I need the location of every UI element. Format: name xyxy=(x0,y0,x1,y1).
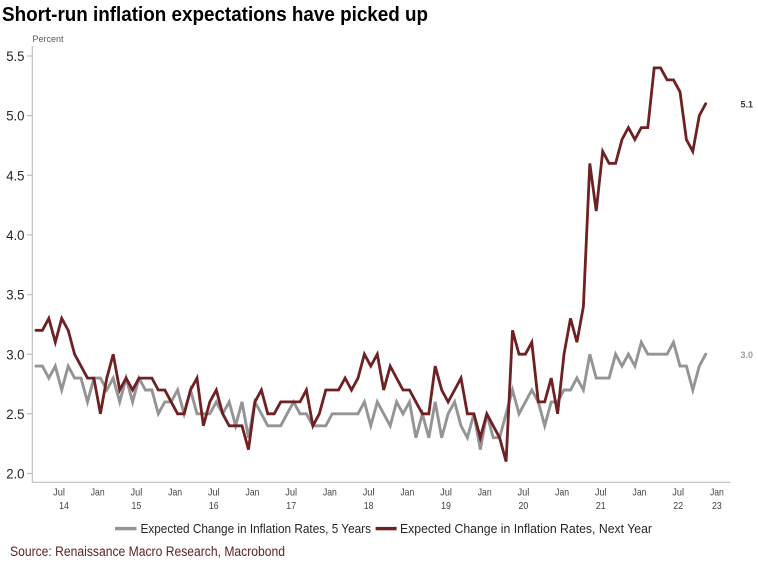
svg-text:Jan: Jan xyxy=(246,487,260,498)
svg-text:5.5: 5.5 xyxy=(6,48,25,64)
svg-text:Jul: Jul xyxy=(363,487,375,498)
svg-text:14: 14 xyxy=(59,501,69,512)
svg-text:3.5: 3.5 xyxy=(6,287,25,303)
svg-text:5.1: 5.1 xyxy=(741,100,754,110)
svg-text:Jan: Jan xyxy=(633,487,647,498)
svg-text:18: 18 xyxy=(364,501,374,512)
svg-text:Jul: Jul xyxy=(518,487,530,498)
svg-text:Expected Change in Inflation R: Expected Change in Inflation Rates, 5 Ye… xyxy=(141,522,372,536)
svg-text:20: 20 xyxy=(519,501,529,512)
svg-text:Jan: Jan xyxy=(91,487,105,498)
svg-text:4.5: 4.5 xyxy=(6,167,25,183)
svg-text:Jan: Jan xyxy=(478,487,492,498)
svg-text:2.0: 2.0 xyxy=(6,466,25,482)
svg-text:Expected Change in Inflation R: Expected Change in Inflation Rates, Next… xyxy=(400,522,652,536)
svg-text:21: 21 xyxy=(596,501,606,512)
svg-text:15: 15 xyxy=(132,501,142,512)
svg-text:Jan: Jan xyxy=(400,487,414,498)
svg-text:19: 19 xyxy=(441,501,451,512)
svg-text:Jan: Jan xyxy=(168,487,182,498)
svg-text:Short-run inflation expectatio: Short-run inflation expectations have pi… xyxy=(2,3,428,26)
svg-text:23: 23 xyxy=(712,501,722,512)
svg-text:22: 22 xyxy=(673,501,683,512)
svg-text:Jul: Jul xyxy=(285,487,297,498)
svg-text:16: 16 xyxy=(209,501,219,512)
svg-text:Jul: Jul xyxy=(595,487,607,498)
svg-text:Jan: Jan xyxy=(710,487,724,498)
svg-text:2.5: 2.5 xyxy=(6,406,25,422)
svg-text:Jul: Jul xyxy=(672,487,684,498)
svg-text:Percent: Percent xyxy=(33,34,64,45)
svg-text:Jul: Jul xyxy=(131,487,143,498)
svg-text:4.0: 4.0 xyxy=(6,227,25,243)
svg-text:Source: Renaissance Macro Rese: Source: Renaissance Macro Research, Macr… xyxy=(10,544,285,559)
svg-text:Jan: Jan xyxy=(323,487,337,498)
svg-text:Jul: Jul xyxy=(440,487,452,498)
svg-text:17: 17 xyxy=(286,501,296,512)
svg-text:Jan: Jan xyxy=(555,487,569,498)
svg-text:Jul: Jul xyxy=(208,487,220,498)
svg-text:5.0: 5.0 xyxy=(6,108,25,124)
svg-text:3.0: 3.0 xyxy=(741,350,754,360)
svg-text:3.0: 3.0 xyxy=(6,346,25,362)
svg-text:Jul: Jul xyxy=(53,487,65,498)
